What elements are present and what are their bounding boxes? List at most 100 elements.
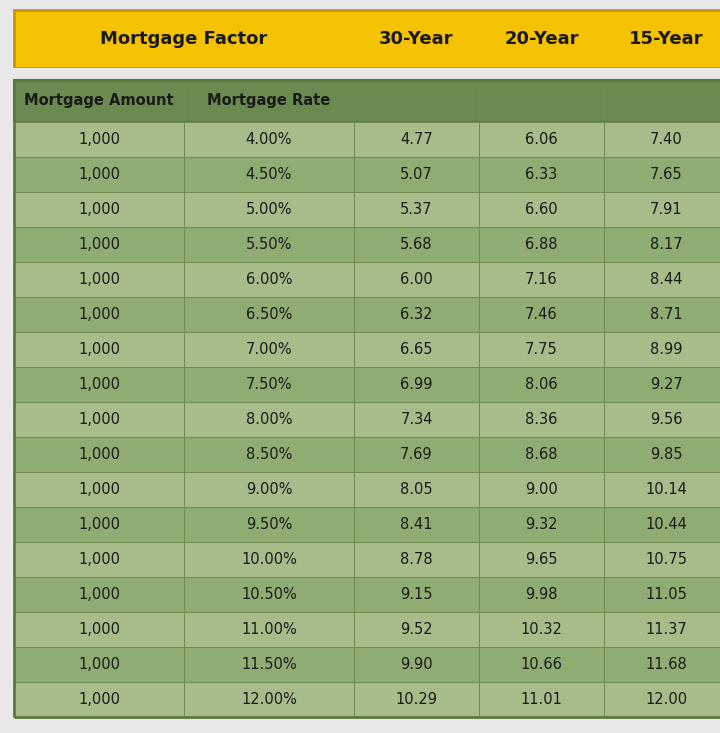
Text: 8.00%: 8.00% bbox=[246, 412, 292, 427]
Bar bbox=[14, 227, 720, 262]
Text: 11.00%: 11.00% bbox=[241, 622, 297, 637]
Text: 6.60: 6.60 bbox=[525, 202, 558, 217]
Bar bbox=[14, 80, 720, 717]
Bar bbox=[184, 192, 354, 227]
Text: 11.05: 11.05 bbox=[646, 587, 688, 602]
Text: 12.00%: 12.00% bbox=[241, 692, 297, 707]
Bar bbox=[14, 367, 720, 402]
Bar bbox=[184, 682, 354, 717]
Text: 9.98: 9.98 bbox=[526, 587, 558, 602]
Text: 6.65: 6.65 bbox=[400, 342, 433, 357]
Bar bbox=[14, 80, 184, 122]
Text: 1,000: 1,000 bbox=[78, 482, 120, 497]
Text: 5.07: 5.07 bbox=[400, 167, 433, 182]
Text: 9.85: 9.85 bbox=[650, 447, 683, 462]
Bar bbox=[14, 80, 720, 122]
Bar bbox=[184, 542, 354, 577]
Bar bbox=[354, 227, 479, 262]
Text: 6.50%: 6.50% bbox=[246, 307, 292, 322]
Text: 4.77: 4.77 bbox=[400, 132, 433, 147]
Bar bbox=[479, 612, 604, 647]
Text: 9.00: 9.00 bbox=[525, 482, 558, 497]
Text: 8.71: 8.71 bbox=[650, 307, 683, 322]
Bar bbox=[604, 332, 720, 367]
Bar bbox=[14, 157, 720, 192]
Bar bbox=[184, 332, 354, 367]
Bar bbox=[479, 507, 604, 542]
Text: Mortgage Rate: Mortgage Rate bbox=[207, 94, 330, 108]
Text: 1,000: 1,000 bbox=[78, 552, 120, 567]
Bar bbox=[604, 192, 720, 227]
Text: 11.50%: 11.50% bbox=[241, 657, 297, 672]
Bar bbox=[14, 10, 720, 68]
Text: 7.46: 7.46 bbox=[525, 307, 558, 322]
Text: 6.88: 6.88 bbox=[526, 237, 558, 252]
Text: 7.91: 7.91 bbox=[650, 202, 683, 217]
Bar bbox=[354, 612, 479, 647]
Bar bbox=[604, 227, 720, 262]
Bar bbox=[479, 682, 604, 717]
Text: 20-Year: 20-Year bbox=[504, 30, 579, 48]
Bar bbox=[354, 542, 479, 577]
Bar bbox=[14, 157, 184, 192]
Bar bbox=[14, 682, 184, 717]
Text: 4.00%: 4.00% bbox=[246, 132, 292, 147]
Bar bbox=[184, 297, 354, 332]
Text: 7.50%: 7.50% bbox=[246, 377, 292, 392]
Text: 6.99: 6.99 bbox=[400, 377, 433, 392]
Text: 1,000: 1,000 bbox=[78, 132, 120, 147]
Bar bbox=[184, 612, 354, 647]
Text: 8.06: 8.06 bbox=[525, 377, 558, 392]
Text: 8.68: 8.68 bbox=[526, 447, 558, 462]
Bar bbox=[479, 262, 604, 297]
Text: 7.75: 7.75 bbox=[525, 342, 558, 357]
Bar bbox=[604, 577, 720, 612]
Text: 6.00: 6.00 bbox=[400, 272, 433, 287]
Text: 6.33: 6.33 bbox=[526, 167, 557, 182]
Bar bbox=[354, 437, 479, 472]
Bar bbox=[604, 682, 720, 717]
Bar bbox=[184, 227, 354, 262]
Bar bbox=[184, 122, 354, 157]
Bar bbox=[14, 682, 720, 717]
Bar bbox=[479, 577, 604, 612]
Text: 1,000: 1,000 bbox=[78, 237, 120, 252]
Bar bbox=[604, 437, 720, 472]
Bar bbox=[14, 647, 184, 682]
Bar bbox=[354, 332, 479, 367]
Text: 1,000: 1,000 bbox=[78, 622, 120, 637]
Bar bbox=[479, 332, 604, 367]
Text: 7.34: 7.34 bbox=[400, 412, 433, 427]
Text: 1,000: 1,000 bbox=[78, 587, 120, 602]
Text: 10.29: 10.29 bbox=[395, 692, 438, 707]
Text: 8.41: 8.41 bbox=[400, 517, 433, 532]
Text: 6.06: 6.06 bbox=[525, 132, 558, 147]
Bar bbox=[479, 367, 604, 402]
Bar bbox=[479, 157, 604, 192]
Bar bbox=[354, 192, 479, 227]
Bar bbox=[14, 122, 184, 157]
Bar bbox=[354, 80, 479, 122]
Bar bbox=[184, 80, 354, 122]
Bar bbox=[14, 577, 184, 612]
Text: 10.50%: 10.50% bbox=[241, 587, 297, 602]
Text: 8.78: 8.78 bbox=[400, 552, 433, 567]
Text: 9.15: 9.15 bbox=[400, 587, 433, 602]
Bar bbox=[14, 612, 720, 647]
Text: 8.17: 8.17 bbox=[650, 237, 683, 252]
Text: 10.44: 10.44 bbox=[646, 517, 688, 532]
Text: 8.50%: 8.50% bbox=[246, 447, 292, 462]
Bar bbox=[14, 367, 184, 402]
Text: Mortgage Factor: Mortgage Factor bbox=[100, 30, 268, 48]
Text: 15-Year: 15-Year bbox=[629, 30, 703, 48]
Bar bbox=[604, 647, 720, 682]
Bar bbox=[604, 157, 720, 192]
Bar bbox=[354, 157, 479, 192]
Text: 7.65: 7.65 bbox=[650, 167, 683, 182]
Text: 11.68: 11.68 bbox=[646, 657, 688, 672]
Text: 5.50%: 5.50% bbox=[246, 237, 292, 252]
Text: 7.00%: 7.00% bbox=[246, 342, 292, 357]
Text: 8.44: 8.44 bbox=[650, 272, 683, 287]
Bar bbox=[479, 647, 604, 682]
Bar bbox=[14, 262, 720, 297]
